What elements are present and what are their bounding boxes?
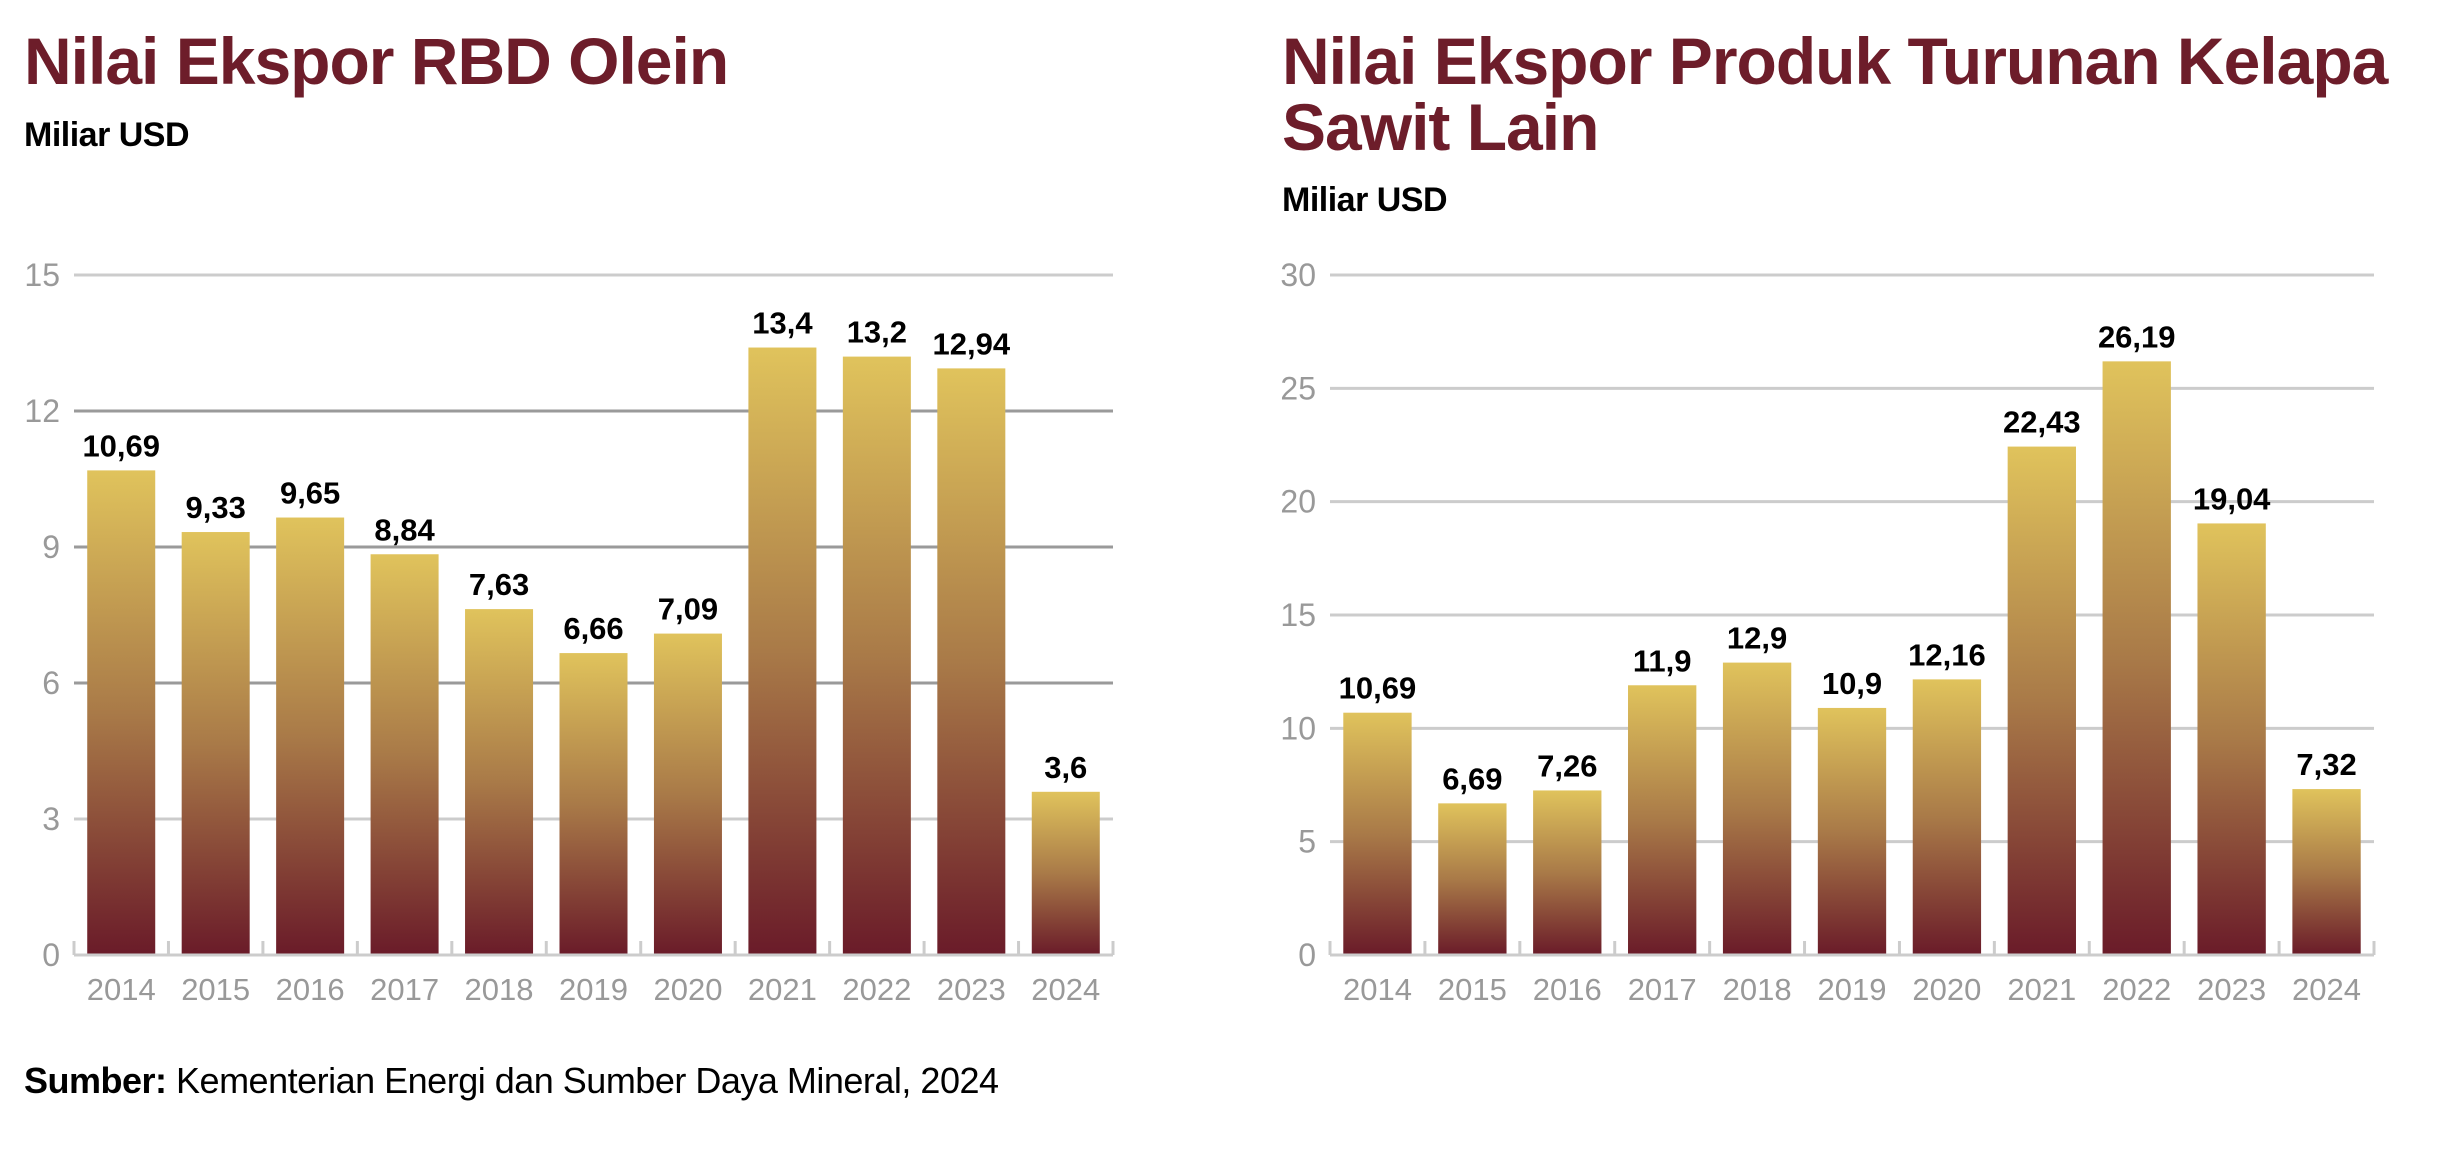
bar bbox=[2007, 446, 2076, 955]
bar-value-label: 9,65 bbox=[280, 476, 340, 511]
y-tick-label: 0 bbox=[42, 937, 60, 973]
bar-value-label: 7,63 bbox=[469, 567, 529, 602]
bar bbox=[937, 368, 1006, 955]
bar bbox=[2292, 789, 2361, 955]
x-tick-label: 2014 bbox=[1343, 972, 1412, 1007]
x-tick-label: 2018 bbox=[465, 972, 534, 1007]
bar-value-label: 12,16 bbox=[1908, 637, 1986, 672]
chart-subtitle-produk-turunan: Miliar USD bbox=[1282, 181, 1448, 219]
bar bbox=[842, 356, 911, 956]
bar bbox=[370, 554, 439, 955]
bar bbox=[276, 517, 345, 955]
y-tick-label: 6 bbox=[42, 665, 60, 701]
x-tick-label: 2015 bbox=[181, 972, 250, 1007]
bar-value-label: 3,6 bbox=[1044, 750, 1087, 785]
x-tick-label: 2023 bbox=[2197, 972, 2266, 1007]
bar-value-label: 10,69 bbox=[1339, 671, 1417, 706]
bar-chart-rbd-olein: 0 3 6 9 12 15 10,69 2014 9,33 2015 9,65 2016 8,84 201… bbox=[24, 257, 1115, 1007]
bar-value-label: 11,9 bbox=[1633, 643, 1692, 678]
y-tick-label: 0 bbox=[1298, 937, 1316, 973]
bar bbox=[1031, 791, 1100, 955]
x-tick-label: 2024 bbox=[1031, 972, 1100, 1007]
bar-value-label: 7,09 bbox=[658, 592, 718, 627]
x-tick-label: 2023 bbox=[937, 972, 1006, 1007]
x-tick-label: 2022 bbox=[2102, 972, 2171, 1007]
bar bbox=[465, 609, 534, 955]
bar bbox=[1533, 790, 1602, 955]
bar bbox=[653, 633, 722, 955]
source-label: Sumber: bbox=[24, 1060, 167, 1101]
x-tick-label: 2022 bbox=[842, 972, 911, 1007]
bar bbox=[2197, 523, 2266, 955]
bar-value-label: 10,69 bbox=[82, 428, 160, 463]
bar bbox=[559, 653, 628, 955]
bar-value-label: 13,2 bbox=[847, 315, 907, 350]
bar bbox=[1438, 803, 1507, 955]
bar bbox=[1343, 712, 1412, 955]
bar bbox=[1628, 685, 1697, 955]
bar-value-label: 12,9 bbox=[1727, 621, 1787, 656]
x-tick-label: 2019 bbox=[1818, 972, 1887, 1007]
bar bbox=[1722, 662, 1792, 955]
bar-value-label: 13,4 bbox=[752, 306, 813, 341]
bar-value-label: 26,19 bbox=[2098, 319, 2176, 354]
y-tick-label: 12 bbox=[24, 393, 60, 429]
x-tick-label: 2021 bbox=[748, 972, 817, 1007]
chart-title-produk-turunan: Nilai Ekspor Produk Turunan Kelapa Sawit… bbox=[1282, 24, 2388, 164]
x-tick-label: 2020 bbox=[653, 972, 722, 1007]
y-tick-label: 20 bbox=[1280, 484, 1316, 520]
y-tick-label: 9 bbox=[42, 529, 60, 565]
x-tick-label: 2017 bbox=[1628, 972, 1697, 1007]
x-tick-label: 2016 bbox=[276, 972, 345, 1007]
x-tick-label: 2017 bbox=[370, 972, 439, 1007]
y-tick-label: 3 bbox=[42, 801, 60, 837]
chart-subtitle-rbd-olein: Miliar USD bbox=[24, 116, 190, 154]
bar-value-label: 8,84 bbox=[374, 512, 435, 547]
bar bbox=[748, 347, 817, 955]
bar bbox=[181, 532, 250, 955]
y-tick-label: 15 bbox=[1280, 597, 1316, 633]
bar bbox=[2102, 361, 2171, 955]
x-tick-label: 2021 bbox=[2007, 972, 2076, 1007]
x-tick-label: 2020 bbox=[1912, 972, 1981, 1007]
bar-value-label: 12,94 bbox=[933, 326, 1011, 361]
bar-value-label: 7,32 bbox=[2296, 747, 2356, 782]
y-tick-label: 15 bbox=[24, 257, 60, 293]
x-tick-label: 2016 bbox=[1533, 972, 1602, 1007]
bar bbox=[87, 470, 156, 955]
y-tick-label: 10 bbox=[1280, 710, 1316, 746]
bar-value-label: 10,9 bbox=[1822, 666, 1882, 701]
x-tick-label: 2014 bbox=[87, 972, 156, 1007]
bar-value-label: 19,04 bbox=[2193, 481, 2271, 516]
x-tick-label: 2015 bbox=[1438, 972, 1507, 1007]
bar-value-label: 6,69 bbox=[1442, 761, 1502, 796]
bar-value-label: 7,26 bbox=[1537, 748, 1597, 783]
source-text: Kementerian Energi dan Sumber Daya Miner… bbox=[166, 1060, 999, 1101]
bar-value-label: 9,33 bbox=[186, 490, 246, 525]
source-note: Sumber: Kementerian Energi dan Sumber Da… bbox=[24, 1060, 999, 1102]
bar-chart-produk-turunan: 0 5 10 15 20 25 30 10,69 2014 6,69 2015 7,26 2016 11,… bbox=[1280, 257, 2376, 1007]
y-tick-label: 30 bbox=[1280, 257, 1316, 293]
x-tick-label: 2019 bbox=[559, 972, 628, 1007]
y-tick-label: 5 bbox=[1298, 824, 1316, 860]
bar bbox=[1912, 679, 1982, 955]
x-tick-label: 2024 bbox=[2292, 972, 2361, 1007]
bar-value-label: 6,66 bbox=[563, 611, 623, 646]
bar bbox=[1817, 707, 1887, 955]
bar-value-label: 22,43 bbox=[2003, 405, 2081, 440]
x-tick-label: 2018 bbox=[1723, 972, 1792, 1007]
chart-title-rbd-olein: Nilai Ekspor RBD Olein bbox=[24, 24, 729, 98]
y-tick-label: 25 bbox=[1280, 370, 1316, 406]
